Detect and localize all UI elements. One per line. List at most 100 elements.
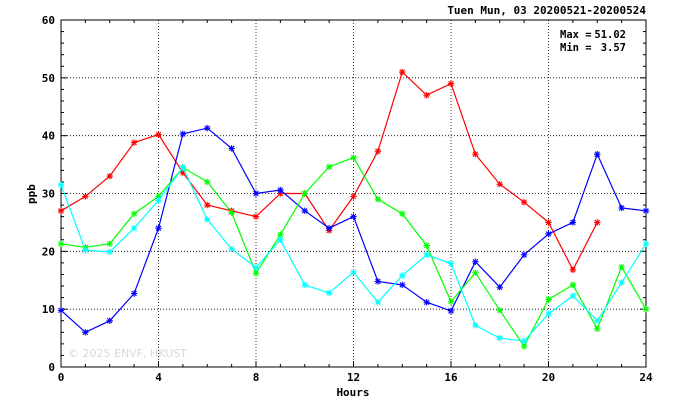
series-3 — [57, 164, 650, 345]
data-point — [520, 198, 528, 206]
data-point — [106, 317, 113, 324]
marker-stroke — [58, 307, 64, 314]
marker-stroke — [423, 252, 430, 258]
data-point — [399, 210, 406, 217]
data-point — [594, 325, 601, 333]
data-point — [82, 193, 89, 200]
marker-stroke — [301, 208, 308, 214]
data-point — [569, 266, 577, 274]
data-point — [472, 150, 479, 158]
marker-stroke — [472, 322, 479, 329]
marker-stroke — [277, 236, 284, 243]
marker-stroke — [375, 196, 381, 203]
data-point — [569, 219, 577, 226]
min-label: Min = — [560, 42, 592, 54]
marker-stroke — [643, 208, 649, 214]
x-tick-label: 20 — [542, 371, 555, 384]
marker-stroke — [375, 278, 381, 285]
marker-stroke — [570, 293, 576, 299]
marker-stroke — [204, 125, 211, 131]
data-point — [350, 193, 357, 200]
data-point — [423, 251, 430, 259]
marker-stroke — [155, 197, 162, 204]
data-point — [82, 329, 89, 336]
data-point — [423, 242, 430, 249]
marker-stroke — [106, 249, 113, 255]
data-point — [374, 148, 382, 155]
marker-stroke — [448, 308, 454, 314]
marker-stroke — [448, 80, 454, 87]
data-point — [520, 251, 528, 259]
marker-stroke — [180, 164, 186, 171]
marker-stroke — [496, 307, 503, 314]
y-tick-label: 20 — [42, 245, 55, 258]
marker-stroke — [204, 202, 211, 208]
x-tick-label: 16 — [444, 371, 458, 384]
data-point — [252, 190, 260, 197]
data-point — [155, 225, 162, 232]
marker-stroke — [82, 193, 89, 200]
marker-stroke — [594, 326, 601, 332]
data-point — [155, 131, 162, 138]
data-point — [447, 307, 455, 315]
marker-stroke — [350, 269, 357, 275]
max-value: 51.02 — [594, 29, 626, 41]
marker-stroke — [131, 210, 137, 217]
data-point — [374, 196, 382, 203]
marker-stroke — [131, 139, 137, 146]
marker-stroke — [228, 209, 235, 216]
data-point — [228, 209, 235, 216]
marker-stroke — [106, 241, 113, 247]
marker-stroke — [326, 290, 332, 296]
marker-stroke — [423, 92, 430, 98]
marker-stroke — [618, 264, 625, 270]
data-point — [204, 216, 211, 223]
data-point — [155, 197, 162, 204]
x-axis-ticks: 0 4 8 12 16 20 24 — [58, 20, 653, 384]
data-point — [472, 322, 479, 329]
marker-stroke — [106, 317, 113, 324]
y-axis-ticks: 0 10 20 30 40 50 60 — [42, 14, 646, 374]
marker-stroke — [106, 173, 113, 179]
data-point — [496, 307, 503, 314]
marker-stroke — [545, 219, 552, 226]
marker-stroke — [545, 231, 552, 237]
marker-stroke — [448, 298, 454, 305]
data-point — [496, 283, 503, 291]
data-point — [618, 263, 625, 271]
data-point — [130, 290, 138, 297]
y-tick-label: 0 — [48, 361, 55, 374]
data-point — [447, 298, 455, 305]
marker-stroke — [570, 267, 576, 273]
data-point — [228, 145, 235, 152]
x-tick-label: 12 — [347, 371, 360, 384]
marker-stroke — [58, 182, 64, 188]
data-point — [179, 130, 187, 138]
marker-stroke — [545, 296, 552, 303]
marker-stroke — [326, 225, 332, 231]
marker-stroke — [618, 279, 625, 286]
chart-title: Tuen Mun, 03 20200521-20200524 — [447, 4, 646, 17]
data-point — [228, 245, 235, 253]
y-tick-label: 30 — [42, 188, 55, 201]
data-point — [618, 279, 625, 286]
data-point — [472, 258, 479, 265]
data-point — [325, 163, 333, 171]
min-value: 3.57 — [601, 42, 626, 54]
marker-stroke — [350, 213, 357, 220]
data-point — [350, 154, 357, 161]
marker-stroke — [594, 151, 601, 157]
data-point — [57, 307, 65, 314]
grid-lines — [61, 20, 646, 367]
marker-stroke — [277, 231, 284, 238]
series-1 — [57, 124, 650, 336]
data-point — [594, 317, 601, 324]
y-tick-label: 50 — [42, 72, 55, 85]
data-point — [374, 299, 382, 306]
marker-stroke — [399, 210, 406, 217]
marker-stroke — [496, 284, 503, 290]
marker-stroke — [253, 270, 259, 277]
data-point — [57, 207, 65, 215]
marker-stroke — [399, 69, 406, 75]
series-0 — [57, 68, 601, 274]
